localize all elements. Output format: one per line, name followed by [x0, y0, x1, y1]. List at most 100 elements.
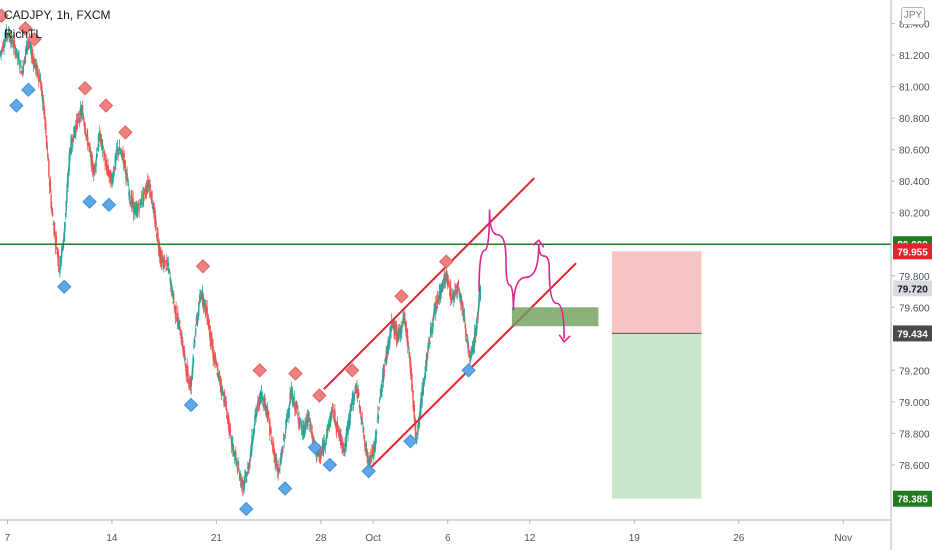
candle-body	[400, 324, 402, 326]
candle-body	[103, 157, 105, 159]
candle-body	[450, 294, 453, 301]
candle-body	[307, 411, 310, 418]
candle-body	[304, 423, 306, 431]
candle-body	[101, 144, 104, 150]
candle-body	[18, 57, 20, 64]
buy-signal-diamond	[239, 501, 254, 517]
candle-body	[165, 269, 167, 271]
buy-signal-diamond	[82, 194, 97, 209]
candle-body	[447, 281, 450, 283]
candle-body	[87, 136, 89, 147]
candle-body	[420, 398, 422, 414]
candle-body	[54, 230, 56, 233]
candle-body	[253, 426, 256, 434]
candle-body	[313, 438, 315, 444]
candle-body	[139, 199, 141, 201]
candle-body	[288, 407, 291, 411]
price-label-text: 79.434	[897, 329, 928, 340]
candle-body	[300, 428, 303, 430]
candle-body	[359, 410, 362, 412]
candle-body	[330, 419, 332, 424]
candle-body	[289, 392, 291, 405]
candle-body	[121, 159, 124, 161]
candle-body	[338, 429, 341, 432]
candle-body	[331, 406, 334, 410]
candle-body	[105, 160, 107, 167]
candle-body	[153, 210, 156, 213]
candle-body	[451, 301, 453, 303]
candle-body	[198, 302, 200, 316]
projection-path	[478, 209, 565, 339]
candle-body	[56, 251, 58, 254]
candle-body	[136, 206, 138, 217]
candle-body	[226, 415, 229, 418]
currency-badge[interactable]: JPY	[901, 7, 925, 25]
candle-body	[45, 135, 48, 149]
candle-body	[52, 223, 55, 225]
candle-body	[167, 262, 169, 267]
indicator-label[interactable]: RichTL	[4, 27, 43, 41]
candle-body	[125, 171, 127, 180]
candle-body	[270, 439, 273, 444]
candle-body	[265, 405, 267, 411]
candle-body	[55, 235, 58, 243]
candle-body	[260, 392, 263, 401]
price-tick-label: 81.000	[899, 83, 930, 94]
candle-body	[311, 432, 313, 438]
candle-body	[32, 55, 34, 60]
candle-body	[116, 150, 118, 154]
candle-body	[399, 326, 402, 338]
candle-body	[225, 401, 227, 410]
candle-body	[411, 373, 413, 391]
candle-body	[100, 134, 102, 138]
candle-body	[453, 291, 455, 301]
candle-body	[351, 398, 353, 405]
candle-body	[30, 45, 32, 49]
candle-body	[465, 333, 467, 337]
candle-body	[290, 395, 292, 399]
candle-body	[206, 306, 208, 322]
candle-body	[199, 295, 202, 301]
candle-body	[362, 426, 365, 433]
buy-signal-diamond	[322, 457, 338, 473]
candle-body	[334, 421, 337, 427]
candle-body	[229, 428, 232, 433]
candle-body	[72, 144, 74, 146]
buy-signal-diamond	[56, 279, 72, 294]
time-tick-label: 12	[524, 533, 536, 544]
candle-body	[128, 191, 131, 197]
candle-body	[90, 151, 93, 167]
candle-body	[308, 417, 310, 422]
candle-body	[38, 76, 40, 82]
symbol-title[interactable]: CADJPY, 1h, FXCM	[4, 8, 111, 22]
candle-body	[24, 48, 27, 56]
candle-body	[22, 66, 24, 74]
candle-body	[10, 40, 12, 44]
candle-body	[94, 166, 96, 170]
candle-body	[275, 459, 278, 462]
candle-body	[457, 285, 459, 291]
candle-body	[38, 76, 41, 78]
candle-body	[149, 183, 151, 187]
candle-body	[179, 332, 181, 336]
candle-body	[86, 131, 88, 133]
candle-body	[455, 285, 458, 289]
candle-body	[48, 180, 51, 187]
candle-body	[476, 318, 478, 330]
time-tick-label: 14	[106, 533, 118, 544]
candle-body	[17, 54, 19, 58]
candle-body	[66, 190, 68, 203]
candle-body	[195, 328, 197, 333]
sell-signal-diamond	[288, 366, 303, 381]
candle-body	[184, 363, 187, 369]
candle-body	[158, 247, 161, 257]
candle-body	[5, 27, 8, 41]
candle-body	[454, 290, 457, 292]
candle-body	[113, 167, 116, 170]
candle-body	[238, 476, 241, 479]
candle-body	[288, 411, 290, 416]
candle-body	[219, 376, 221, 387]
candle-body	[376, 421, 378, 423]
candle-body	[436, 298, 439, 303]
